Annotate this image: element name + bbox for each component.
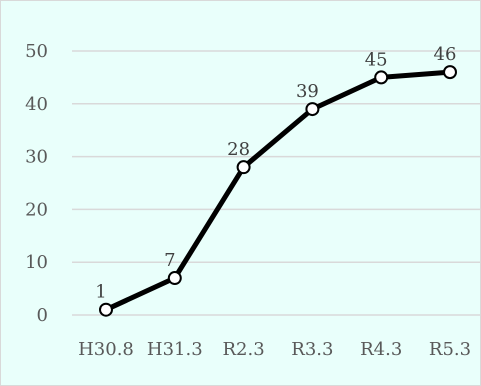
x-tick-label: R5.3 <box>429 339 471 360</box>
x-tick-label: R2.3 <box>223 339 265 360</box>
data-label: 7 <box>164 250 175 271</box>
x-tick-label: R3.3 <box>291 339 333 360</box>
data-point <box>167 271 182 286</box>
x-axis-ticks: H30.8 H31.3 R2.3 R3.3 R4.3 R5.3 <box>78 339 471 360</box>
y-tick-label: 30 <box>25 147 48 168</box>
y-tick-label: 50 <box>25 41 48 62</box>
y-axis-ticks: 0 10 20 30 40 50 <box>25 41 48 326</box>
data-point <box>374 70 389 85</box>
data-label: 28 <box>227 139 250 160</box>
x-tick-label: R4.3 <box>360 339 402 360</box>
data-label: 39 <box>296 81 319 102</box>
series-line <box>103 69 453 313</box>
y-tick-label: 40 <box>25 94 48 115</box>
gridlines <box>72 50 481 316</box>
data-point <box>305 102 320 117</box>
data-label: 45 <box>365 49 388 70</box>
series-line-path <box>103 69 453 313</box>
y-tick-label: 10 <box>25 252 48 273</box>
y-tick-label: 20 <box>25 199 48 220</box>
data-label: 46 <box>434 44 457 65</box>
x-tick-label: H31.3 <box>147 339 203 360</box>
data-point <box>236 160 251 175</box>
data-label: 1 <box>95 282 106 303</box>
data-point <box>99 302 113 317</box>
data-point <box>443 65 457 80</box>
y-tick-label: 0 <box>37 305 48 326</box>
series-markers <box>99 65 457 317</box>
x-tick-label: H30.8 <box>78 339 134 360</box>
